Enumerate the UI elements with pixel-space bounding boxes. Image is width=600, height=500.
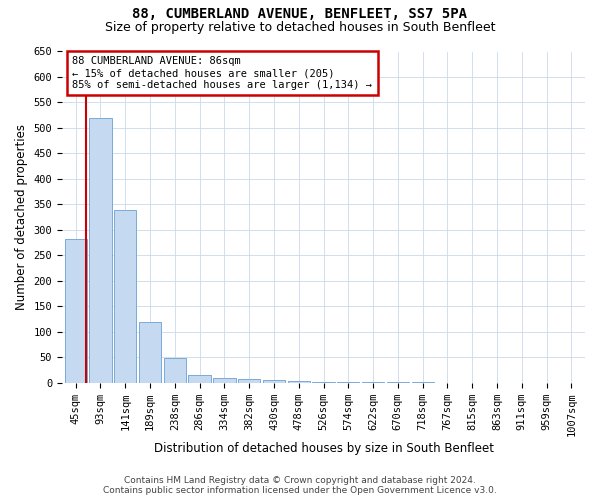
- Bar: [287, 382, 310, 383]
- Text: 88 CUMBERLAND AVENUE: 86sqm
← 15% of detached houses are smaller (205)
85% of se: 88 CUMBERLAND AVENUE: 86sqm ← 15% of det…: [73, 56, 373, 90]
- Bar: [362, 382, 384, 383]
- Bar: [213, 378, 236, 383]
- Bar: [263, 380, 285, 383]
- Bar: [114, 210, 136, 383]
- Bar: [139, 322, 161, 383]
- X-axis label: Distribution of detached houses by size in South Benfleet: Distribution of detached houses by size …: [154, 442, 494, 455]
- Text: Size of property relative to detached houses in South Benfleet: Size of property relative to detached ho…: [105, 21, 495, 34]
- Bar: [89, 118, 112, 383]
- Bar: [387, 382, 409, 383]
- Bar: [164, 358, 186, 383]
- Bar: [65, 238, 87, 383]
- Bar: [337, 382, 359, 383]
- Text: 88, CUMBERLAND AVENUE, BENFLEET, SS7 5PA: 88, CUMBERLAND AVENUE, BENFLEET, SS7 5PA: [133, 8, 467, 22]
- Bar: [188, 375, 211, 383]
- Text: Contains HM Land Registry data © Crown copyright and database right 2024.
Contai: Contains HM Land Registry data © Crown c…: [103, 476, 497, 495]
- Bar: [412, 382, 434, 383]
- Bar: [238, 379, 260, 383]
- Y-axis label: Number of detached properties: Number of detached properties: [15, 124, 28, 310]
- Bar: [313, 382, 335, 383]
